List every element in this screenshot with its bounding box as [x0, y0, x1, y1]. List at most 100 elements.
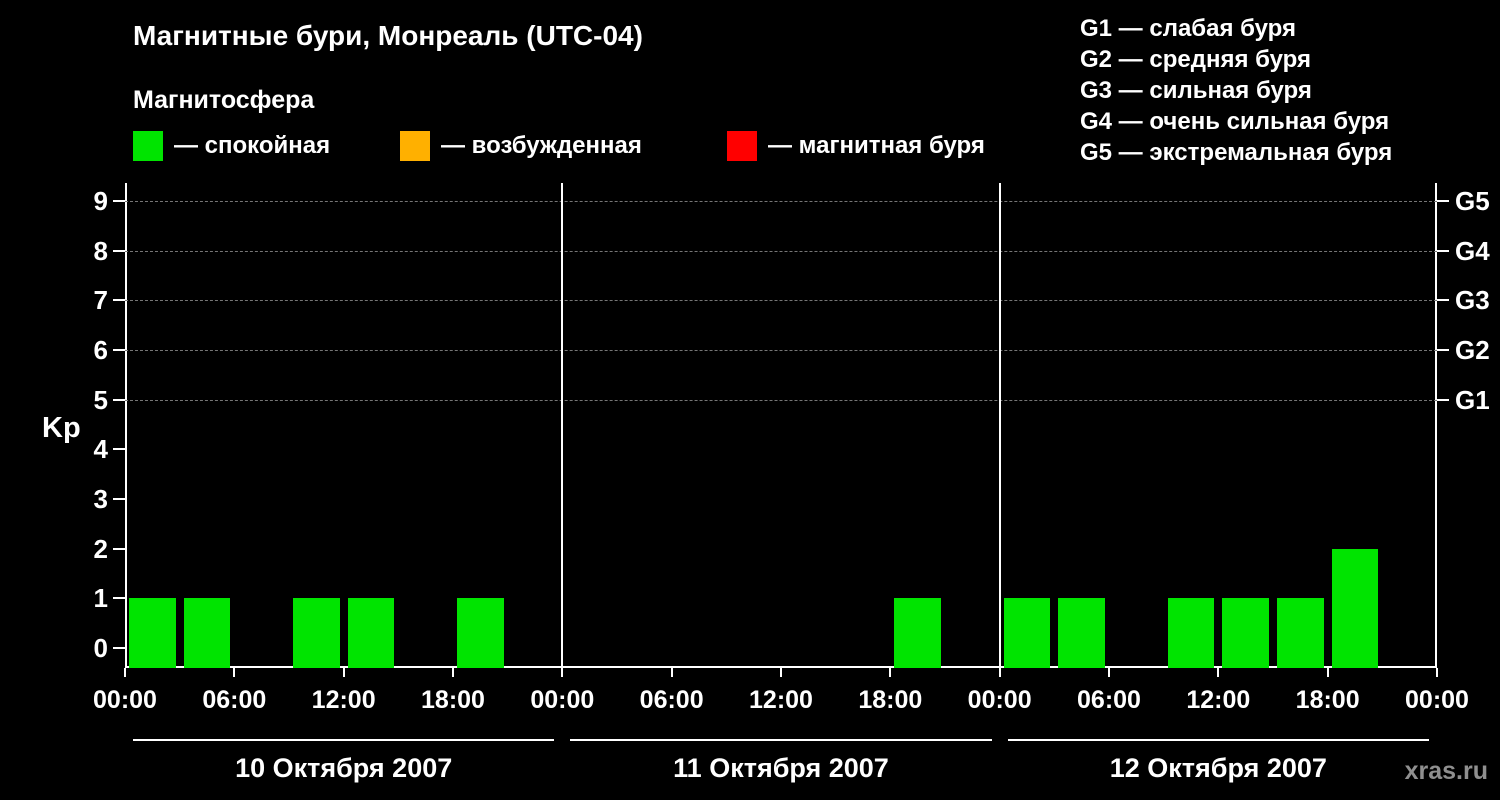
x-axis-tick	[1108, 668, 1110, 677]
legend-item-quiet: — спокойная	[133, 131, 330, 161]
kp-bar	[1331, 548, 1379, 668]
y-axis-tick	[113, 299, 125, 302]
x-tick-label: 06:00	[1077, 686, 1141, 714]
y-axis-tick	[113, 597, 125, 600]
g-level-label: G2	[1455, 335, 1490, 365]
y-axis-tick	[113, 349, 125, 351]
g-legend-line-g4: G4 — очень сильная буря	[1080, 108, 1390, 135]
y-tick-label: 6	[93, 335, 108, 365]
day-separator	[561, 183, 564, 668]
y-tick-label: 8	[93, 235, 108, 266]
g-legend-line-g1: G1 — слабая буря	[1080, 15, 1297, 42]
x-tick-label: 18:00	[421, 686, 485, 714]
plot-area	[125, 183, 1437, 668]
y-tick-label: 7	[93, 285, 108, 316]
watermark: xras.ru	[1404, 757, 1488, 785]
legend-label-excited: — возбужденная	[441, 132, 642, 159]
right-axis-tick	[1437, 200, 1449, 202]
y-axis-tick	[113, 498, 125, 500]
g-legend-line-g5: G5 — экстремальная буря	[1080, 139, 1393, 166]
kp-bar	[1277, 598, 1324, 668]
y-axis-title: Kp	[42, 412, 81, 444]
x-tick-label: 12:00	[749, 686, 813, 714]
date-label: 11 Октября 2007	[673, 753, 889, 783]
x-axis-tick	[780, 668, 782, 677]
kp-bar	[1058, 598, 1105, 668]
x-tick-label: 00:00	[967, 686, 1032, 714]
y-tick-label: 4	[93, 434, 108, 465]
gridline	[125, 350, 1437, 351]
x-tick-label: 06:00	[639, 686, 704, 714]
x-axis-tick	[561, 668, 564, 677]
y-axis-tick	[113, 647, 125, 649]
legend-label-quiet: — спокойная	[174, 132, 331, 159]
legend-item-excited: — возбужденная	[400, 131, 642, 161]
x-axis-tick	[670, 668, 673, 677]
x-axis-tick	[1326, 668, 1329, 677]
excited-color-swatch	[400, 131, 430, 161]
chart-subtitle: Магнитосфера	[133, 86, 315, 114]
g-level-label: G1	[1455, 384, 1490, 415]
g-level-label: G3	[1455, 285, 1490, 316]
date-bracket	[570, 739, 992, 741]
g-scale-legend: G1 — слабая буря G2 — средняя буря G3 — …	[1080, 13, 1392, 168]
kp-bar	[894, 598, 941, 668]
gridline	[125, 399, 1437, 401]
x-axis-tick	[452, 668, 454, 677]
day-separator	[998, 183, 1001, 668]
x-axis-tick	[1217, 668, 1220, 677]
kp-bar	[129, 598, 176, 668]
y-tick-label: 3	[93, 484, 108, 514]
y-tick-label: 0	[93, 633, 108, 663]
y-axis-tick	[113, 200, 125, 202]
kp-bar	[183, 598, 231, 668]
storm-color-swatch	[727, 131, 757, 161]
date-bracket	[1007, 739, 1429, 741]
y-axis-tick	[113, 448, 125, 451]
x-axis-tick	[233, 668, 236, 677]
x-axis-tick	[342, 668, 345, 677]
g-level-label: G5	[1455, 186, 1490, 216]
gridline	[125, 300, 1437, 302]
y-tick-label: 5	[93, 384, 108, 415]
y-tick-label: 9	[93, 186, 108, 216]
right-axis-tick	[1437, 249, 1449, 252]
x-axis-tick	[998, 668, 1001, 677]
x-tick-label: 00:00	[1405, 686, 1469, 714]
date-bracket	[133, 739, 555, 741]
kp-bar	[347, 598, 395, 668]
date-label: 12 Октября 2007	[1109, 753, 1327, 783]
right-axis-tick	[1437, 349, 1449, 351]
x-tick-label: 12:00	[311, 686, 376, 714]
x-axis-tick	[124, 668, 126, 677]
right-axis-tick	[1437, 398, 1449, 401]
legend-item-storm: — магнитная буря	[727, 131, 985, 161]
kp-bar	[457, 598, 504, 668]
right-axis-tick	[1437, 299, 1449, 302]
y-axis-tick	[113, 398, 125, 401]
x-tick-label: 00:00	[93, 686, 157, 714]
kp-bar	[1222, 598, 1269, 668]
date-label: 10 Октября 2007	[235, 753, 453, 783]
x-axis-tick	[1436, 668, 1438, 677]
g-legend-line-g3: G3 — сильная буря	[1080, 77, 1312, 104]
y-tick-label: 1	[93, 583, 108, 614]
y-axis-tick	[113, 547, 125, 550]
quiet-color-swatch	[133, 131, 163, 161]
kp-bar	[1003, 598, 1051, 668]
gridline	[125, 201, 1437, 202]
x-axis-tick	[889, 668, 892, 677]
x-tick-label: 06:00	[202, 686, 267, 714]
legend-label-storm: — магнитная буря	[768, 132, 985, 159]
x-tick-label: 18:00	[1295, 686, 1360, 714]
g-legend-line-g2: G2 — средняя буря	[1080, 46, 1311, 73]
kp-bar	[293, 598, 340, 668]
gridline	[125, 250, 1437, 252]
x-tick-label: 12:00	[1186, 686, 1251, 714]
chart-title: Магнитные бури, Монреаль (UTC-04)	[133, 20, 643, 51]
kp-bar	[1167, 598, 1215, 668]
x-tick-label: 18:00	[858, 686, 923, 714]
x-tick-label: 00:00	[530, 686, 595, 714]
g-level-label: G4	[1455, 235, 1490, 266]
